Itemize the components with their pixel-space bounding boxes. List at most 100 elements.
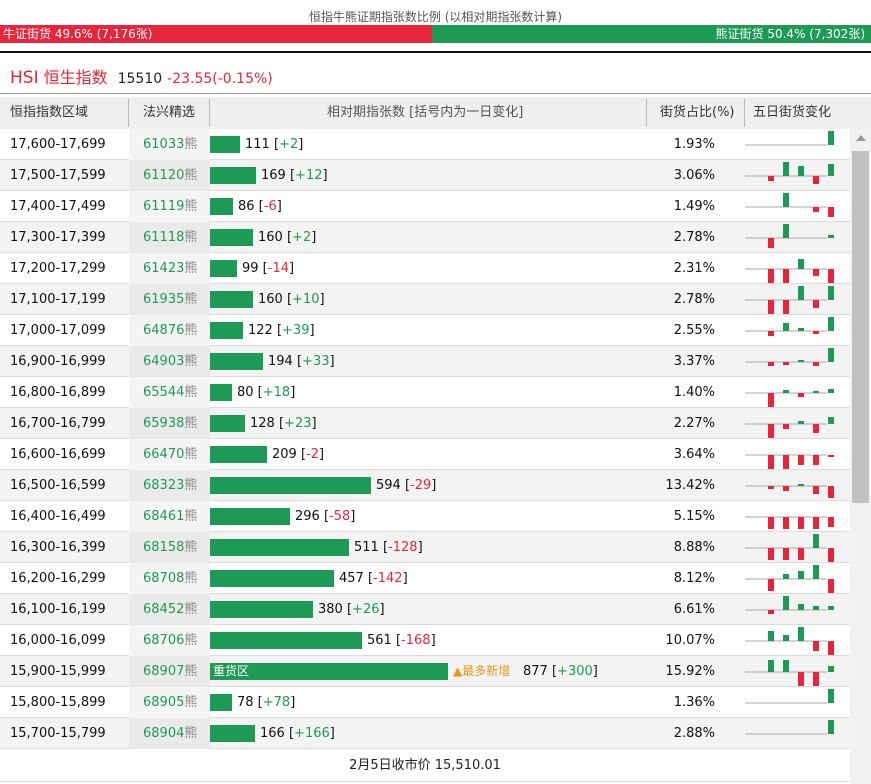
table-header: 恒指指数区域 法兴精选 相对期指张数 [括号内为一日变化] 街货占比(%) 五日… [0, 97, 871, 129]
spark-bar [768, 631, 774, 641]
count-bar [210, 167, 256, 184]
bracket: [ [253, 695, 263, 710]
spark-bar [798, 604, 804, 610]
warrant-code-link[interactable]: 61935熊 [129, 284, 210, 315]
most-added-note: ▲最多新增 [453, 664, 511, 678]
index-range: 17,100-17,199 [10, 292, 106, 307]
spark-bar [783, 596, 789, 610]
count-number: 111 [245, 137, 270, 152]
index-range: 17,000-17,099 [10, 323, 106, 338]
warrant-code-link[interactable]: 68158熊 [129, 532, 210, 563]
bracket: ] [290, 695, 296, 710]
table-row: 16,800-16,899 65544熊 80 [+18] 1.40% [0, 377, 850, 408]
spark-bar [828, 235, 834, 238]
count-number: 128 [250, 416, 275, 431]
bracket: ] [289, 261, 295, 276]
spark-bar [798, 627, 804, 641]
warrant-code-link[interactable]: 68907熊 [129, 656, 210, 687]
spark-bar [813, 269, 819, 276]
warrant-code: 64903 [143, 354, 185, 369]
daily-change: +12 [295, 168, 323, 183]
bracket: ] [319, 292, 325, 307]
warrant-type-suffix: 熊 [184, 602, 198, 617]
spark-bar [798, 328, 804, 331]
index-name[interactable]: 恒生指数 [43, 68, 108, 87]
index-range: 16,200-16,299 [10, 571, 106, 586]
count-value: 194 [+33] [268, 346, 335, 377]
count-number: 594 [376, 478, 401, 493]
vertical-scrollbar[interactable] [850, 129, 871, 784]
bracket: [ [282, 230, 293, 245]
outstanding-percent: 1.36% [673, 695, 715, 710]
spark-bar [813, 565, 819, 579]
warrant-code-link[interactable]: 61033熊 [129, 129, 210, 160]
column-header-range: 恒指指数区域 [10, 105, 89, 120]
spark-bar [783, 193, 789, 207]
count-bar [210, 384, 232, 401]
warrant-code-link[interactable]: 65938熊 [129, 408, 210, 439]
warrant-code-link[interactable]: 64876熊 [129, 315, 210, 346]
warrant-code-link[interactable]: 68904熊 [129, 718, 210, 749]
spark-bar [783, 362, 789, 365]
warrant-code-link[interactable]: 68452熊 [129, 594, 210, 625]
warrant-code-link[interactable]: 65544熊 [129, 377, 210, 408]
count-value: 160 [+2] [258, 222, 316, 253]
warrant-code-link[interactable]: 68905熊 [129, 687, 210, 718]
spark-bar [828, 207, 834, 217]
table-row: 17,100-17,199 61935熊 160 [+10] 2.78% [0, 284, 850, 315]
warrant-code-link[interactable]: 68708熊 [129, 563, 210, 594]
daily-change: -168 [401, 633, 431, 648]
spark-bar [783, 574, 789, 579]
count-bar [210, 725, 255, 742]
table-row: 16,500-16,599 68323熊 594 [-29] 13.42% [0, 470, 850, 501]
daily-change: -142 [373, 571, 403, 586]
spark-bar [768, 579, 774, 591]
outstanding-percent: 2.27% [673, 416, 715, 431]
warrant-code: 61118 [143, 230, 185, 245]
warrant-code-link[interactable]: 61119熊 [129, 191, 210, 222]
bracket: ] [290, 385, 296, 400]
warrant-code-link[interactable]: 68323熊 [129, 470, 210, 501]
spark-bar [813, 391, 819, 393]
warrant-code-link[interactable]: 61423熊 [129, 253, 210, 284]
spark-bar [798, 455, 804, 465]
count-value: 877 [+300] [523, 656, 598, 687]
warrant-code-link[interactable]: 66470熊 [129, 439, 210, 470]
warrant-code-link[interactable]: 61120熊 [129, 160, 210, 191]
five-day-spark [745, 689, 834, 704]
warrant-code-link[interactable]: 68706熊 [129, 625, 210, 656]
count-value: 122 [+39] [248, 315, 315, 346]
spark-bar [783, 162, 789, 176]
warrant-code: 65938 [143, 416, 185, 431]
index-code[interactable]: HSI [10, 68, 39, 88]
spark-bar [828, 164, 834, 176]
warrant-code-link[interactable]: 64903熊 [129, 346, 210, 377]
table-row: 16,000-16,099 68706熊 561 [-168] 10.07% [0, 625, 850, 656]
spark-bar [768, 362, 774, 366]
index-range: 16,900-16,999 [10, 354, 106, 369]
scroll-thumb[interactable] [852, 151, 869, 503]
daily-change: -14 [267, 261, 289, 276]
warrant-type-suffix: 熊 [184, 354, 198, 369]
count-value: 296 [-58] [295, 501, 355, 532]
daily-change: +23 [284, 416, 312, 431]
daily-change: +78 [262, 695, 291, 710]
bracket: ] [311, 416, 317, 431]
warrant-code: 61120 [143, 168, 185, 183]
spark-bar [783, 660, 789, 672]
warrant-type-suffix: 熊 [184, 292, 198, 307]
warrant-code-link[interactable]: 61118熊 [129, 222, 210, 253]
spark-bar [768, 331, 774, 336]
scroll-up-arrow-icon[interactable] [856, 135, 866, 141]
index-range: 15,800-15,899 [10, 695, 106, 710]
table-row: 15,900-15,999 68907熊 重货区 ▲最多新增 877 [+300] 15.… [0, 656, 850, 687]
column-header-count: 相对期指张数 [括号内为一日变化] [327, 105, 524, 120]
index-range: 16,300-16,399 [10, 540, 106, 555]
warrant-type-suffix: 熊 [184, 385, 198, 400]
warrant-code-link[interactable]: 68461熊 [129, 501, 210, 532]
outstanding-percent: 2.78% [673, 292, 715, 307]
spark-bar [828, 317, 834, 331]
bracket: ] [329, 726, 335, 741]
count-value: 160 [+10] [258, 284, 325, 315]
warrant-type-suffix: 熊 [184, 726, 198, 741]
